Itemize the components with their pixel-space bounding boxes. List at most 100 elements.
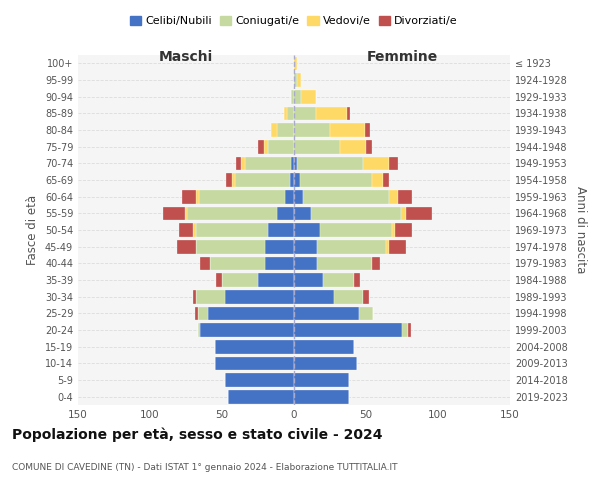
Bar	[193, 290, 196, 304]
Bar	[302, 190, 389, 203]
Bar	[372, 173, 383, 187]
Bar	[268, 223, 294, 237]
Text: Popolazione per età, sesso e stato civile - 2024: Popolazione per età, sesso e stato civil…	[12, 428, 383, 442]
Bar	[294, 356, 358, 370]
Bar	[163, 206, 185, 220]
Bar	[225, 373, 294, 387]
Bar	[294, 140, 340, 153]
Bar	[294, 273, 323, 287]
Bar	[398, 190, 412, 203]
Bar	[363, 290, 369, 304]
Bar	[294, 306, 359, 320]
Bar	[359, 306, 373, 320]
Bar	[226, 173, 232, 187]
Bar	[228, 390, 294, 404]
Bar	[389, 190, 398, 203]
Bar	[208, 306, 294, 320]
Bar	[294, 206, 311, 220]
Bar	[300, 173, 372, 187]
Bar	[294, 173, 300, 187]
Bar	[294, 223, 320, 237]
Bar	[265, 256, 294, 270]
Bar	[179, 223, 193, 237]
Bar	[193, 223, 196, 237]
Bar	[372, 256, 380, 270]
Bar	[196, 223, 268, 237]
Bar	[222, 273, 258, 287]
Bar	[297, 156, 363, 170]
Text: Maschi: Maschi	[159, 50, 213, 64]
Bar	[241, 156, 245, 170]
Legend: Celibi/Nubili, Coniugati/e, Vedovi/e, Divorziati/e: Celibi/Nubili, Coniugati/e, Vedovi/e, Di…	[126, 12, 462, 31]
Bar	[194, 306, 197, 320]
Bar	[196, 290, 225, 304]
Bar	[287, 106, 294, 120]
Bar	[211, 256, 265, 270]
Bar	[182, 190, 196, 203]
Bar	[290, 173, 294, 187]
Bar	[408, 323, 410, 337]
Bar	[216, 273, 222, 287]
Bar	[389, 156, 398, 170]
Bar	[347, 106, 350, 120]
Bar	[389, 240, 406, 254]
Bar	[197, 306, 208, 320]
Y-axis label: Fasce di età: Fasce di età	[26, 195, 39, 265]
Bar	[286, 190, 294, 203]
Bar	[235, 173, 290, 187]
Bar	[317, 256, 372, 270]
Bar	[294, 106, 316, 120]
Bar	[294, 190, 302, 203]
Bar	[185, 206, 187, 220]
Bar	[199, 190, 286, 203]
Bar	[330, 123, 365, 137]
Bar	[395, 223, 412, 237]
Bar	[200, 256, 211, 270]
Bar	[363, 156, 389, 170]
Bar	[317, 240, 386, 254]
Bar	[284, 106, 287, 120]
Bar	[383, 173, 389, 187]
Bar	[264, 140, 268, 153]
Bar	[294, 56, 297, 70]
Bar	[215, 340, 294, 353]
Bar	[320, 223, 392, 237]
Bar	[225, 290, 294, 304]
Bar	[392, 223, 395, 237]
Text: Femmine: Femmine	[367, 50, 437, 64]
Bar	[294, 290, 334, 304]
Bar	[294, 323, 402, 337]
Bar	[316, 106, 347, 120]
Bar	[187, 206, 277, 220]
Bar	[334, 290, 363, 304]
Bar	[402, 323, 408, 337]
Bar	[271, 123, 277, 137]
Bar	[215, 356, 294, 370]
Bar	[386, 240, 389, 254]
Bar	[294, 256, 317, 270]
Bar	[294, 240, 317, 254]
Bar	[196, 240, 265, 254]
Bar	[406, 206, 432, 220]
Bar	[340, 140, 366, 153]
Bar	[232, 173, 235, 187]
Bar	[365, 123, 370, 137]
Bar	[277, 206, 294, 220]
Bar	[200, 323, 294, 337]
Bar	[291, 156, 294, 170]
Bar	[178, 240, 196, 254]
Text: COMUNE DI CAVEDINE (TN) - Dati ISTAT 1° gennaio 2024 - Elaborazione TUTTITALIA.I: COMUNE DI CAVEDINE (TN) - Dati ISTAT 1° …	[12, 462, 398, 471]
Bar	[265, 240, 294, 254]
Bar	[294, 373, 349, 387]
Bar	[258, 140, 264, 153]
Bar	[366, 140, 372, 153]
Bar	[401, 206, 406, 220]
Bar	[294, 73, 297, 87]
Bar	[297, 73, 301, 87]
Bar	[196, 190, 199, 203]
Bar	[294, 340, 355, 353]
Bar	[294, 156, 297, 170]
Bar	[258, 273, 294, 287]
Bar	[355, 273, 360, 287]
Bar	[294, 123, 330, 137]
